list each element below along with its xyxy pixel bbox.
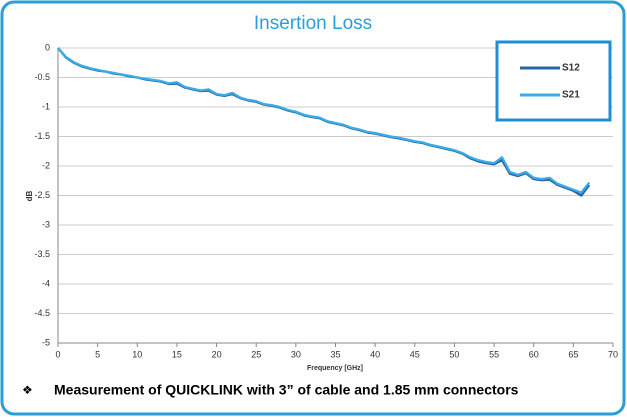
x-tick-label: 5 <box>95 349 100 359</box>
x-tick-label: 25 <box>251 349 261 359</box>
legend-label: S12 <box>562 63 580 74</box>
x-tick-label: 55 <box>489 349 499 359</box>
y-tick-label: -4.5 <box>34 308 50 318</box>
x-tick-label: 70 <box>608 349 618 359</box>
y-tick-label: -4 <box>42 278 50 288</box>
caption: Measurement of QUICKLINK with 3” of cabl… <box>54 382 519 398</box>
x-tick-label: 65 <box>568 349 578 359</box>
x-tick-label: 50 <box>449 349 459 359</box>
series-line <box>57 47 591 194</box>
y-axis-label: dB <box>25 190 34 201</box>
x-tick-label: 60 <box>529 349 539 359</box>
x-tick-label: 40 <box>370 349 380 359</box>
y-tick-label: -2 <box>42 160 50 170</box>
y-tick-label: -1 <box>42 101 50 111</box>
y-tick-label: -2.5 <box>34 190 50 200</box>
legend-box <box>495 40 612 122</box>
y-tick-label: -0.5 <box>34 72 50 82</box>
x-tick-label: 35 <box>330 349 340 359</box>
y-tick-label: -5 <box>42 337 50 347</box>
x-tick-label: 30 <box>291 349 301 359</box>
y-tick-label: -3.5 <box>34 249 50 259</box>
x-tick-label: 0 <box>55 349 60 359</box>
x-tick-label: 45 <box>410 349 420 359</box>
y-tick-label: 0 <box>45 42 50 52</box>
chart-title: Insertion Loss <box>254 13 372 34</box>
x-tick-label: 10 <box>132 349 142 359</box>
x-axis-label: Frequency [GHz] <box>307 365 363 372</box>
y-tick-label: -1.5 <box>34 131 50 141</box>
x-tick-label: 20 <box>212 349 222 359</box>
bullet: ❖ <box>22 383 33 397</box>
legend-label: S21 <box>562 90 580 101</box>
x-tick-label: 15 <box>172 349 182 359</box>
y-tick-label: -3 <box>42 219 50 229</box>
